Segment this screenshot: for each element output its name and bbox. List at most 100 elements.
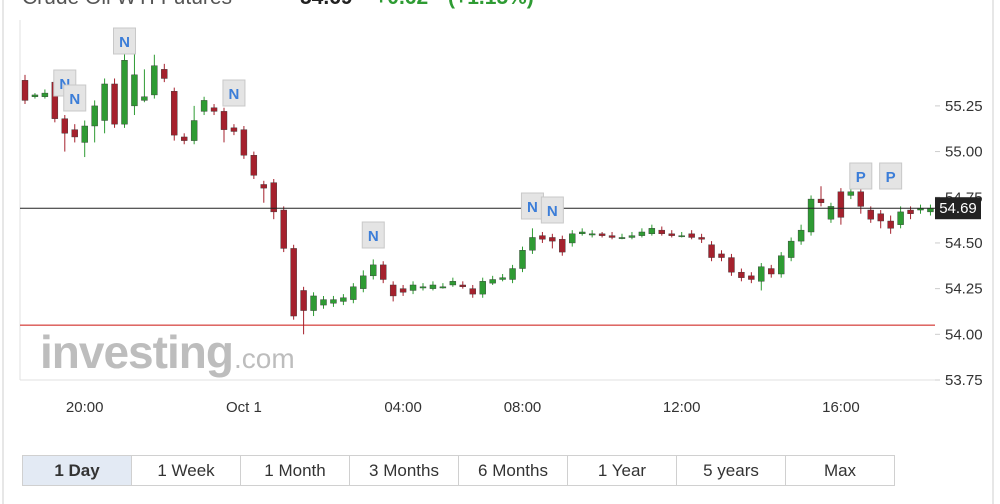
candle-body	[787, 240, 795, 258]
candle-body	[21, 80, 29, 101]
news-marker	[222, 79, 246, 107]
candle-body	[240, 129, 248, 156]
x-tick-label: Oct 1	[226, 399, 262, 416]
candle-body	[539, 235, 546, 240]
y-tick-label: 54.25	[945, 281, 983, 298]
candle-body	[71, 129, 78, 138]
candle-body	[608, 235, 616, 238]
title: Crude Oil WTI Futures	[22, 0, 232, 9]
candle-body	[638, 231, 646, 236]
news-marker-label: P	[886, 169, 896, 186]
candle-body	[340, 297, 347, 302]
candle-body	[499, 277, 506, 280]
candle-body	[280, 209, 287, 249]
news-marker	[113, 27, 136, 55]
y-tick-label: 55.00	[945, 144, 983, 161]
x-tick-label: 04:00	[384, 399, 422, 416]
candle-body	[628, 235, 636, 238]
last-price-box	[935, 197, 981, 220]
candle-body	[678, 235, 685, 238]
candle-body	[618, 237, 626, 239]
candle-body	[509, 268, 516, 280]
candle-body	[200, 100, 208, 112]
candle-body	[131, 74, 138, 107]
candle-body	[688, 233, 695, 238]
candle-body	[847, 191, 855, 196]
candle-body	[549, 237, 556, 242]
candle-body	[827, 206, 835, 220]
news-marker	[63, 84, 87, 112]
candle-body	[758, 266, 765, 282]
range-button[interactable]: 1 Week	[131, 455, 241, 486]
candle-body	[111, 83, 118, 125]
candle-body	[230, 127, 238, 132]
candle-body	[648, 228, 656, 235]
candle-body	[161, 69, 168, 79]
candle-body	[210, 107, 218, 112]
candle-body	[310, 295, 317, 311]
last-price-label: 54.69	[939, 200, 977, 217]
candle-body	[250, 155, 258, 176]
candle-body	[658, 229, 665, 235]
range-button[interactable]: 6 Months	[458, 455, 568, 486]
candle-body	[588, 233, 596, 236]
candle-body	[121, 60, 128, 125]
candle-body	[61, 118, 68, 134]
watermark: investing	[40, 326, 233, 378]
x-tick-label: 20:00	[66, 399, 104, 416]
candle-body	[389, 284, 397, 297]
candle-body	[41, 92, 49, 97]
range-button[interactable]: 1 Day	[22, 455, 132, 486]
candle-body	[91, 105, 98, 127]
candle-body	[598, 233, 606, 236]
candle-body	[559, 239, 566, 253]
x-tick-label: 12:00	[663, 399, 701, 416]
range-button[interactable]: 3 Months	[349, 455, 459, 486]
candle-body	[718, 253, 725, 258]
candle-body	[449, 281, 457, 286]
candle-body	[220, 111, 228, 130]
range-buttons: 1 Day 1 Week 1 Month 3 Months 6 Months 1 Year…	[22, 455, 895, 486]
candle-body	[569, 233, 576, 244]
candle-body	[290, 248, 297, 317]
candle-body	[708, 244, 715, 258]
change-pct: (+1.15%)	[448, 0, 534, 9]
news-marker	[879, 162, 903, 190]
news-marker	[849, 162, 873, 190]
range-button[interactable]: Max	[785, 455, 895, 486]
candle-body	[360, 275, 367, 289]
range-button[interactable]: 1 Month	[240, 455, 350, 486]
candle-body	[370, 264, 377, 277]
news-marker-label: P	[856, 169, 866, 186]
candle-body	[529, 237, 536, 251]
candle-body	[409, 284, 417, 291]
candle-body	[399, 288, 407, 293]
candle-body	[101, 83, 108, 121]
news-marker-label: N	[527, 199, 538, 216]
y-tick-label: 54.00	[945, 326, 983, 343]
candle-body	[797, 229, 805, 242]
candle-body	[479, 281, 486, 295]
news-marker-label: N	[547, 203, 558, 220]
news-marker	[540, 196, 564, 224]
news-marker-label: N	[368, 228, 379, 245]
candle-body	[180, 136, 188, 141]
candle-body	[778, 255, 785, 275]
candle-body	[807, 198, 815, 233]
news-marker-label: N	[229, 86, 240, 103]
candle-body	[260, 184, 267, 189]
range-button[interactable]: 5 years	[676, 455, 786, 486]
candle-body	[190, 120, 198, 141]
candle-body	[738, 271, 745, 278]
y-tick-label: 55.25	[945, 98, 983, 115]
news-marker	[361, 221, 385, 249]
price: 54.69	[300, 0, 353, 9]
news-marker-label: N	[119, 34, 130, 51]
candle-body	[857, 191, 864, 207]
range-button[interactable]: 1 Year	[567, 455, 677, 486]
candle-body	[171, 91, 178, 136]
candle-body	[151, 65, 158, 96]
x-tick-label: 16:00	[822, 399, 860, 416]
